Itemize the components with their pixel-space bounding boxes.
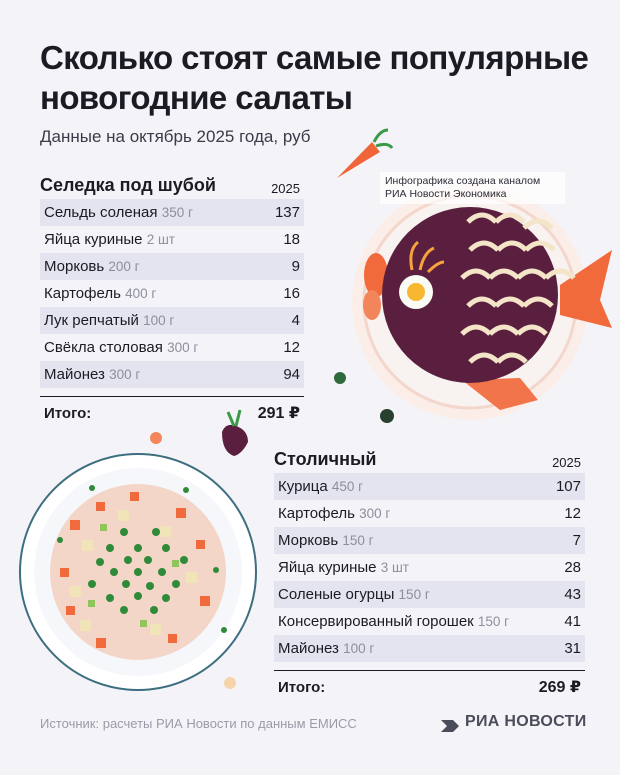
ingredient-qty: 3 шт bbox=[380, 560, 409, 575]
beet-icon bbox=[222, 409, 248, 456]
ingredient-price: 107 bbox=[555, 478, 581, 495]
table-row: Соленые огурцы 150 г 43 bbox=[274, 581, 585, 608]
table-header: Столичный 2025 bbox=[274, 440, 585, 470]
column-header-year: 2025 bbox=[552, 455, 581, 470]
carrot-dot bbox=[150, 432, 162, 444]
ingredient-qty: 150 г bbox=[398, 587, 430, 602]
ingredient-price: 12 bbox=[283, 339, 300, 356]
ingredient-name: Яйца куриные bbox=[44, 231, 143, 248]
ingredient-name: Картофель bbox=[278, 505, 355, 522]
table-row: Картофель 300 г 12 bbox=[274, 500, 585, 527]
column-header-year: 2025 bbox=[271, 181, 300, 196]
ingredient-price: 9 bbox=[291, 258, 300, 275]
ingredient-price: 94 bbox=[283, 366, 300, 383]
ingredient-qty: 400 г bbox=[125, 286, 157, 301]
herring-salad-table: Селедка под шубой 2025 Сельдь соленая 35… bbox=[40, 166, 304, 429]
ingredient-price: 28 bbox=[564, 559, 581, 576]
total-value: 291 ₽ bbox=[257, 405, 300, 422]
ingredient-name: Майонез bbox=[278, 640, 339, 657]
ingredient-price: 12 bbox=[564, 505, 581, 522]
ingredient-qty: 300 г bbox=[167, 340, 199, 355]
ingredient-qty: 450 г bbox=[331, 479, 364, 494]
ingredient-name: Морковь bbox=[44, 258, 105, 275]
table-row: Консервированный горошек 150 г 41 bbox=[274, 608, 585, 635]
page-title: Сколько стоят самые популярные новогодни… bbox=[40, 39, 589, 116]
table-row: Морковь 150 г 7 bbox=[274, 527, 585, 554]
ingredient-name: Курица bbox=[278, 478, 328, 495]
total-label: Итого: bbox=[44, 404, 92, 422]
ingredient-qty: 300 г bbox=[109, 367, 141, 382]
ingredient-name: Консервированный горошек bbox=[278, 613, 474, 630]
table-row: Картофель 400 г 16 bbox=[40, 280, 304, 307]
ingredient-name: Майонез bbox=[44, 366, 105, 383]
table-total-row: Итого: 269 ₽ bbox=[274, 670, 585, 703]
table-title: Селедка под шубой bbox=[40, 175, 216, 195]
ingredient-price: 18 bbox=[283, 231, 300, 248]
ingredient-price: 4 bbox=[291, 312, 300, 329]
credit-line: РИА Новости Экономика bbox=[385, 188, 507, 200]
ingredient-price: 43 bbox=[564, 586, 581, 603]
egg-dot bbox=[224, 677, 236, 689]
ingredient-qty: 150 г bbox=[342, 533, 374, 548]
credit-note: Инфографика создана каналом РИА Новости … bbox=[380, 172, 565, 204]
herring-plate-illustration bbox=[352, 184, 612, 420]
ingredient-qty: 100 г bbox=[143, 313, 175, 328]
ingredient-qty: 2 шт bbox=[146, 232, 175, 247]
ingredient-qty: 150 г bbox=[477, 614, 510, 629]
total-label: Итого: bbox=[278, 678, 326, 696]
table-row: Морковь 200 г 9 bbox=[40, 253, 304, 280]
logo-text: РИА НОВОСТИ bbox=[465, 713, 587, 730]
ria-logo-icon bbox=[441, 720, 459, 732]
ingredient-price: 137 bbox=[274, 204, 300, 221]
ingredient-qty: 300 г bbox=[359, 506, 391, 521]
table-row: Яйца куриные 2 шт 18 bbox=[40, 226, 304, 253]
table-row: Лук репчатый 100 г 4 bbox=[40, 307, 304, 334]
credit-line: Инфографика создана каналом bbox=[385, 175, 541, 187]
ingredient-price: 31 bbox=[564, 640, 581, 657]
ingredient-name: Лук репчатый bbox=[44, 312, 139, 329]
ingredient-price: 16 bbox=[283, 285, 300, 302]
table-row: Сельдь соленая 350 г 137 bbox=[40, 199, 304, 226]
pea-dot bbox=[380, 409, 394, 423]
ingredient-name: Свёкла столовая bbox=[44, 339, 163, 356]
ingredient-name: Морковь bbox=[278, 532, 339, 549]
ingredient-name: Сельдь соленая bbox=[44, 204, 158, 221]
ingredient-qty: 100 г bbox=[343, 641, 375, 656]
table-row: Майонез 300 г 94 bbox=[40, 361, 304, 388]
source-note: Источник: расчеты РИА Новости по данным … bbox=[40, 716, 357, 731]
ingredient-name: Картофель bbox=[44, 285, 121, 302]
table-row: Яйца куриные 3 шт 28 bbox=[274, 554, 585, 581]
stolichny-salad-table: Столичный 2025 Курица 450 г 107 Картофел… bbox=[274, 440, 585, 703]
pea-dot bbox=[334, 372, 346, 384]
ria-logo[interactable]: РИА НОВОСТИ bbox=[440, 713, 587, 731]
table-title: Столичный bbox=[274, 449, 377, 469]
table-row: Курица 450 г 107 bbox=[274, 473, 585, 500]
page-subtitle: Данные на октябрь 2025 года, руб bbox=[40, 127, 311, 146]
ingredient-price: 41 bbox=[564, 613, 581, 630]
ingredient-price: 7 bbox=[572, 532, 581, 549]
table-total-row: Итого: 291 ₽ bbox=[40, 396, 304, 429]
ingredient-qty: 200 г bbox=[108, 259, 140, 274]
olivier-plate-illustration bbox=[19, 453, 257, 691]
total-value: 269 ₽ bbox=[538, 679, 581, 696]
table-header: Селедка под шубой 2025 bbox=[40, 166, 304, 196]
carrot-icon bbox=[337, 128, 394, 178]
ingredient-name: Соленые огурцы bbox=[278, 586, 395, 603]
table-row: Свёкла столовая 300 г 12 bbox=[40, 334, 304, 361]
ingredient-name: Яйца куриные bbox=[278, 559, 377, 576]
ingredient-qty: 350 г bbox=[161, 205, 193, 220]
table-row: Майонез 100 г 31 bbox=[274, 635, 585, 662]
